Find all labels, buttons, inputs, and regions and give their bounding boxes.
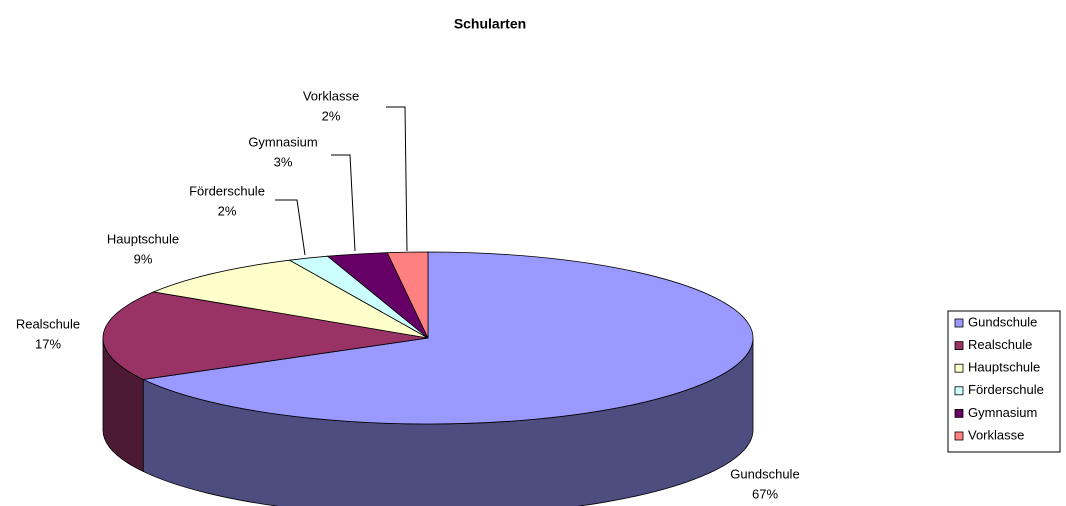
leader-line xyxy=(275,199,306,256)
leader-line xyxy=(386,106,408,252)
data-label-name: Gymnasium xyxy=(248,134,317,149)
data-label-value: 2% xyxy=(322,108,341,123)
data-label-name: Realschule xyxy=(16,316,80,331)
data-label-value: 2% xyxy=(218,203,237,218)
slice xyxy=(141,251,754,425)
data-label-value: 17% xyxy=(35,336,61,351)
legend-swatch xyxy=(954,318,964,328)
legend-label: Vorklasse xyxy=(968,427,1024,442)
data-label-name: Hauptschule xyxy=(107,231,179,246)
legend-label: Gymnasium xyxy=(968,405,1037,420)
data-label-name: Vorklasse xyxy=(303,88,359,103)
legend-swatch xyxy=(954,386,964,396)
legend-label: Förderschule xyxy=(968,382,1044,397)
slice xyxy=(102,291,429,380)
legend-label: Hauptschule xyxy=(968,360,1040,375)
legend-swatch xyxy=(954,408,964,418)
legend-swatch xyxy=(954,363,964,373)
data-label-name: Förderschule xyxy=(189,183,265,198)
data-label-value: 67% xyxy=(752,486,778,501)
legend-label: Realschule xyxy=(968,337,1032,352)
legend-swatch xyxy=(954,341,964,351)
leader-line xyxy=(331,154,356,252)
slice xyxy=(386,251,429,339)
data-label-value: 9% xyxy=(134,251,153,266)
legend-label: Gundschule xyxy=(968,314,1037,329)
legend-box xyxy=(947,310,1061,453)
chart-title: Schularten xyxy=(454,16,526,32)
legend-swatch xyxy=(954,431,964,441)
data-label-value: 3% xyxy=(274,154,293,169)
data-label-name: Gundschule xyxy=(730,466,799,481)
slice xyxy=(152,259,429,339)
